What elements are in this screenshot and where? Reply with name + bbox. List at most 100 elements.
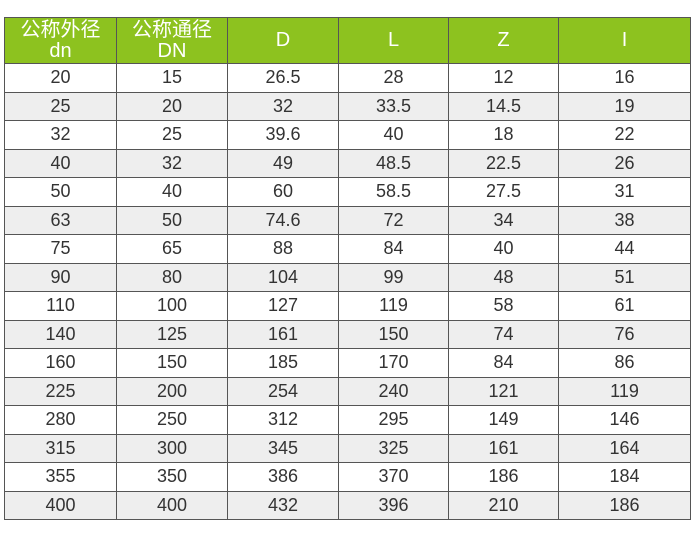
table-row: 110 100 127 119 58 61 — [4, 291, 691, 321]
table-cell: 19 — [558, 91, 691, 121]
table-cell: 20 — [116, 91, 228, 121]
table-cell: 61 — [558, 291, 691, 321]
table-row: 280 250 312 295 149 146 — [4, 405, 691, 435]
table-cell: 88 — [227, 234, 339, 264]
table-cell: 110 — [4, 291, 117, 321]
table-cell: 32 — [116, 148, 228, 178]
table-cell: 127 — [227, 291, 339, 321]
table-cell: 184 — [558, 462, 691, 492]
table-cell: 370 — [338, 462, 449, 492]
table-cell: 355 — [4, 462, 117, 492]
table-cell: 146 — [558, 405, 691, 435]
table-row: 225 200 254 240 121 119 — [4, 376, 691, 406]
column-header: 公称外径 dn — [4, 17, 117, 64]
table-cell: 40 — [4, 148, 117, 178]
table-cell: 49 — [227, 148, 339, 178]
table-cell: 396 — [338, 490, 449, 520]
column-header: 公称通径 DN — [116, 17, 228, 64]
table-row: 32 25 39.6 40 18 22 — [4, 120, 691, 150]
table-cell: 100 — [116, 291, 228, 321]
table-cell: 48 — [448, 262, 559, 292]
table-cell: 125 — [116, 319, 228, 349]
table-cell: 26.5 — [227, 63, 339, 93]
table-cell: 254 — [227, 376, 339, 406]
table-cell: 44 — [558, 234, 691, 264]
table-cell: 63 — [4, 205, 117, 235]
table-row: 25 20 32 33.5 14.5 19 — [4, 91, 691, 121]
table-row: 140 125 161 150 74 76 — [4, 319, 691, 349]
table-row: 63 50 74.6 72 34 38 — [4, 205, 691, 235]
table-row: 90 80 104 99 48 51 — [4, 262, 691, 292]
table-cell: 161 — [448, 433, 559, 463]
table-cell: 200 — [116, 376, 228, 406]
column-header: I — [558, 17, 691, 64]
table-cell: 80 — [116, 262, 228, 292]
table-cell: 84 — [338, 234, 449, 264]
dimension-table: 公称外径 dn 公称通径 DN D L Z I 20 15 26.5 28 12 16 25 20 32 33.… — [4, 17, 691, 520]
table-cell: 75 — [4, 234, 117, 264]
table-cell: 58.5 — [338, 177, 449, 207]
table-cell: 295 — [338, 405, 449, 435]
table-cell: 84 — [448, 348, 559, 378]
table-cell: 161 — [227, 319, 339, 349]
table-cell: 74.6 — [227, 205, 339, 235]
column-header: L — [338, 17, 449, 64]
table-cell: 40 — [448, 234, 559, 264]
table-cell: 40 — [338, 120, 449, 150]
table-row: 20 15 26.5 28 12 16 — [4, 63, 691, 93]
table-cell: 34 — [448, 205, 559, 235]
header-label: I — [621, 29, 628, 51]
table-cell: 90 — [4, 262, 117, 292]
table-cell: 18 — [448, 120, 559, 150]
table-cell: 25 — [4, 91, 117, 121]
table-cell: 32 — [4, 120, 117, 150]
table-cell: 14.5 — [448, 91, 559, 121]
table-cell: 28 — [338, 63, 449, 93]
table-cell: 386 — [227, 462, 339, 492]
table-cell: 50 — [116, 205, 228, 235]
table-cell: 31 — [558, 177, 691, 207]
table-cell: 74 — [448, 319, 559, 349]
table-cell: 86 — [558, 348, 691, 378]
table-cell: 280 — [4, 405, 117, 435]
table-cell: 186 — [558, 490, 691, 520]
table-cell: 300 — [116, 433, 228, 463]
table-row: 355 350 386 370 186 184 — [4, 462, 691, 492]
table-cell: 26 — [558, 148, 691, 178]
table-cell: 22.5 — [448, 148, 559, 178]
table-cell: 312 — [227, 405, 339, 435]
table-cell: 325 — [338, 433, 449, 463]
table-row: 400 400 432 396 210 186 — [4, 490, 691, 520]
table-row: 160 150 185 170 84 86 — [4, 348, 691, 378]
table-cell: 38 — [558, 205, 691, 235]
table-cell: 170 — [338, 348, 449, 378]
table-cell: 16 — [558, 63, 691, 93]
table-cell: 400 — [4, 490, 117, 520]
table-cell: 27.5 — [448, 177, 559, 207]
table-cell: 400 — [116, 490, 228, 520]
table-cell: 160 — [4, 348, 117, 378]
header-label: Z — [497, 29, 510, 51]
header-unit: dn — [49, 39, 72, 62]
header-label: 公称外径 — [20, 18, 101, 41]
table-cell: 315 — [4, 433, 117, 463]
table-row: 50 40 60 58.5 27.5 31 — [4, 177, 691, 207]
table-cell: 65 — [116, 234, 228, 264]
table-cell: 33.5 — [338, 91, 449, 121]
table-row: 315 300 345 325 161 164 — [4, 433, 691, 463]
table-cell: 185 — [227, 348, 339, 378]
table-cell: 40 — [116, 177, 228, 207]
table-cell: 210 — [448, 490, 559, 520]
header-label: D — [275, 29, 291, 51]
table-cell: 432 — [227, 490, 339, 520]
table-cell: 164 — [558, 433, 691, 463]
table-cell: 12 — [448, 63, 559, 93]
table-cell: 48.5 — [338, 148, 449, 178]
column-header: Z — [448, 17, 559, 64]
table-cell: 25 — [116, 120, 228, 150]
header-label: L — [387, 29, 400, 51]
table-cell: 50 — [4, 177, 117, 207]
table-cell: 225 — [4, 376, 117, 406]
table-cell: 121 — [448, 376, 559, 406]
column-header: D — [227, 17, 339, 64]
